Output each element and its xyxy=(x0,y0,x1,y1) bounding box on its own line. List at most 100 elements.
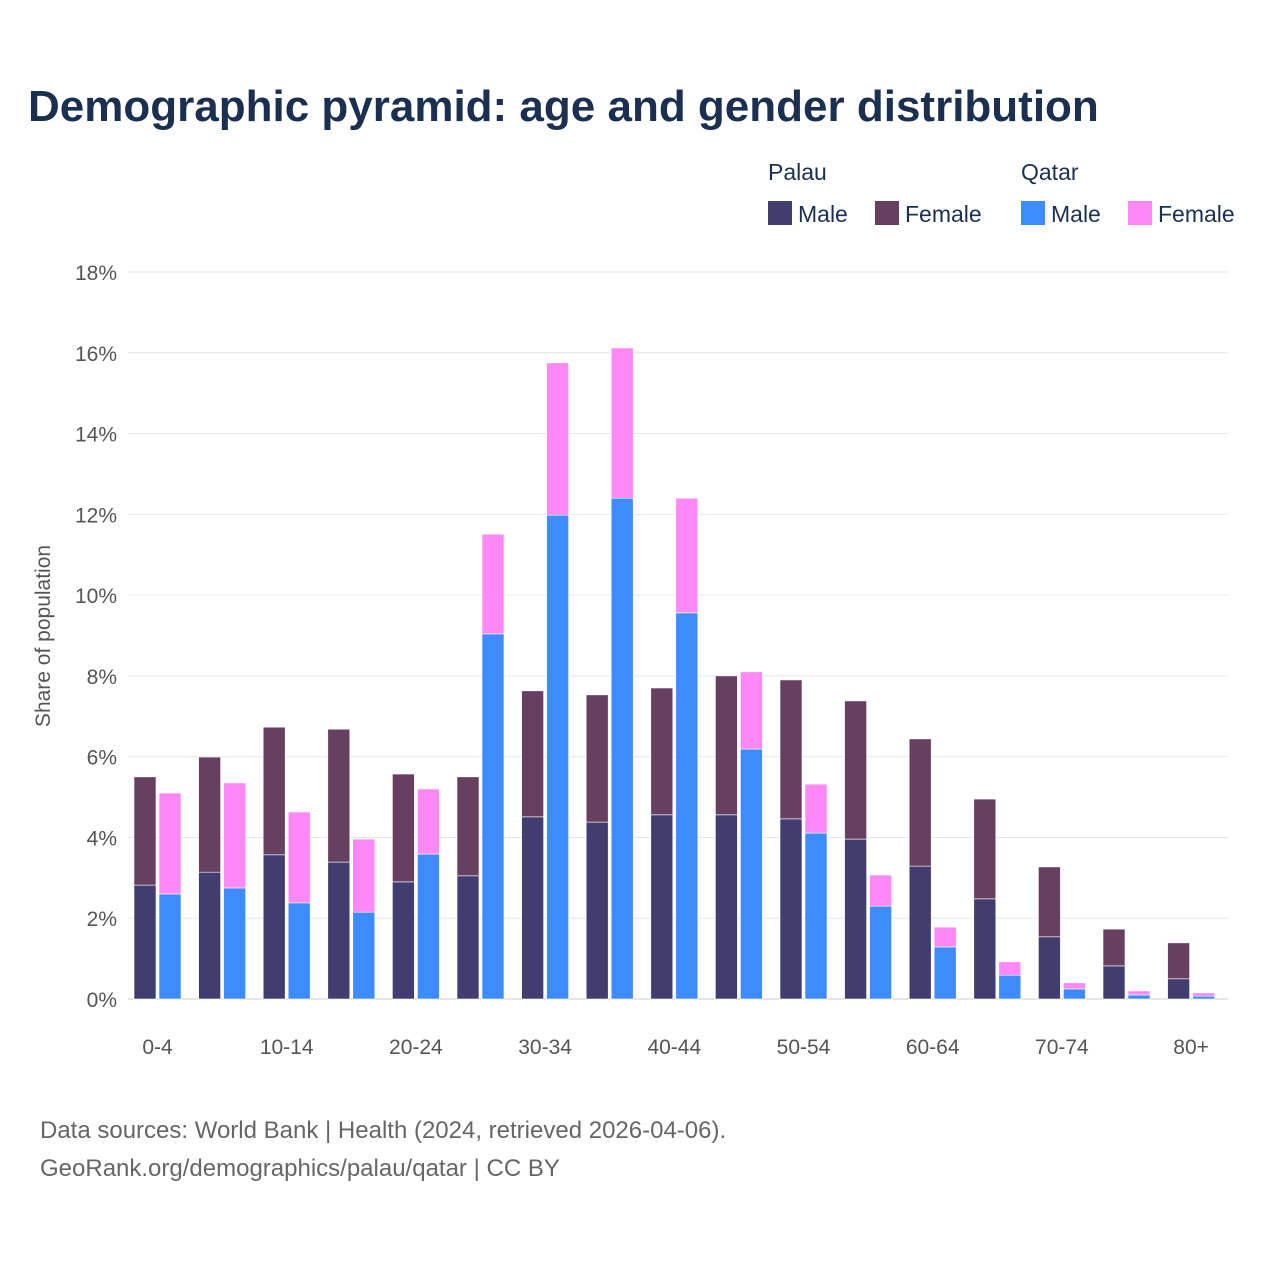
bar-qatar-female-25-29 xyxy=(481,533,505,635)
bar-qatar-female-10-14 xyxy=(287,811,311,904)
bar-palau-female-60-64 xyxy=(908,738,932,867)
bar-palau-male-25-29 xyxy=(456,875,480,1000)
y-axis-label: Share of population xyxy=(32,545,55,727)
bar-palau-female-30-34 xyxy=(521,690,544,818)
bar-palau-female-55-59 xyxy=(844,700,867,840)
legend-swatch xyxy=(1021,201,1045,225)
bar-palau-male-5-9 xyxy=(198,871,221,1000)
bar-palau-female-0-4 xyxy=(133,776,157,886)
x-tick-label: 40-44 xyxy=(647,1036,701,1059)
y-tick-label: 0% xyxy=(87,989,117,1012)
bar-qatar-female-20-24 xyxy=(417,788,440,855)
y-tick-label: 8% xyxy=(87,666,117,689)
bar-palau-male-65-69 xyxy=(973,898,997,1000)
bar-qatar-male-0-4 xyxy=(158,893,182,1000)
x-tick-label: 0-4 xyxy=(142,1036,173,1059)
bar-palau-male-45-49 xyxy=(715,814,738,1000)
bar-palau-male-0-4 xyxy=(133,884,157,1000)
bar-palau-female-70-74 xyxy=(1038,866,1061,938)
bar-palau-female-45-49 xyxy=(715,675,738,816)
legend-label: Female xyxy=(905,201,982,227)
bar-palau-female-5-9 xyxy=(198,756,221,873)
bar-palau-female-75-79 xyxy=(1102,928,1126,967)
bar-qatar-female-45-49 xyxy=(740,671,763,750)
bar-qatar-male-40-44 xyxy=(675,612,699,1000)
legend-swatch xyxy=(875,201,899,225)
bar-palau-male-10-14 xyxy=(262,854,286,1000)
bar-palau-male-75-79 xyxy=(1102,965,1126,1000)
legend-swatch xyxy=(1128,201,1152,225)
bar-qatar-male-5-9 xyxy=(223,887,246,1000)
bar-qatar-female-40-44 xyxy=(675,497,699,614)
bar-qatar-male-20-24 xyxy=(417,853,440,1000)
bar-qatar-male-45-49 xyxy=(740,748,763,1000)
bar-qatar-male-30-34 xyxy=(546,514,569,1000)
bar-qatar-male-35-39 xyxy=(610,497,634,1000)
y-tick-label: 10% xyxy=(75,585,117,608)
bar-qatar-male-10-14 xyxy=(287,902,311,1000)
bar-palau-male-80+ xyxy=(1167,978,1190,1000)
bar-palau-female-80+ xyxy=(1167,942,1190,980)
bar-palau-male-70-74 xyxy=(1038,936,1061,1000)
x-tick-label: 10-14 xyxy=(260,1036,314,1059)
bar-qatar-male-65-69 xyxy=(998,974,1022,1000)
bar-qatar-male-55-59 xyxy=(869,905,892,1000)
chart-title: Demographic pyramid: age and gender dist… xyxy=(28,82,1099,131)
bar-palau-male-15-19 xyxy=(327,861,351,1000)
y-tick-label: 4% xyxy=(87,827,117,850)
legend: Palau Male Female Qatar Male Female xyxy=(768,159,1235,227)
bar-qatar-male-80+ xyxy=(1192,995,1215,1000)
source-link[interactable]: GeoRank.org/demographics/palau/qatar | C… xyxy=(40,1155,560,1182)
x-tick-label: 70-74 xyxy=(1035,1036,1089,1059)
y-axis-ticks: 0% 2% 4% 6% 8% 10% 12% 14% 16% 18% xyxy=(75,262,117,1012)
y-tick-label: 6% xyxy=(87,747,117,770)
bar-palau-male-30-34 xyxy=(521,816,544,1000)
bar-palau-female-40-44 xyxy=(650,687,674,816)
bar-qatar-female-50-54 xyxy=(804,783,828,834)
bar-palau-female-25-29 xyxy=(456,776,480,877)
x-tick-label: 60-64 xyxy=(906,1036,960,1059)
bar-palau-male-20-24 xyxy=(392,881,415,1000)
bar-qatar-male-60-64 xyxy=(933,946,957,1000)
bar-qatar-female-0-4 xyxy=(158,792,182,895)
bar-palau-male-50-54 xyxy=(779,818,803,1000)
bar-qatar-female-75-79 xyxy=(1127,990,1151,996)
legend-label: Male xyxy=(1051,201,1101,227)
x-tick-label: 80+ xyxy=(1173,1036,1209,1059)
bar-qatar-female-5-9 xyxy=(223,782,246,889)
bar-qatar-male-70-74 xyxy=(1063,988,1086,1000)
y-tick-label: 2% xyxy=(87,908,117,931)
bar-qatar-male-50-54 xyxy=(804,832,828,1000)
bar-palau-female-15-19 xyxy=(327,728,351,863)
bar-qatar-female-30-34 xyxy=(546,362,569,516)
bars xyxy=(133,347,1215,1000)
bar-palau-female-35-39 xyxy=(585,694,609,823)
legend-group-palau: Palau xyxy=(768,159,827,185)
bar-palau-female-10-14 xyxy=(262,726,286,856)
bar-qatar-female-60-64 xyxy=(933,926,957,948)
x-tick-label: 50-54 xyxy=(777,1036,831,1059)
y-tick-label: 14% xyxy=(75,424,117,447)
bar-qatar-female-35-39 xyxy=(610,347,634,499)
bar-qatar-male-25-29 xyxy=(481,633,505,1000)
bar-qatar-male-75-79 xyxy=(1127,994,1151,1000)
bar-palau-male-40-44 xyxy=(650,814,674,1000)
bar-qatar-female-15-19 xyxy=(352,838,376,913)
source-text: Data sources: World Bank | Health (2024,… xyxy=(40,1117,727,1144)
bar-palau-female-20-24 xyxy=(392,773,415,883)
legend-label: Male xyxy=(798,201,848,227)
x-tick-label: 20-24 xyxy=(389,1036,443,1059)
bar-qatar-female-65-69 xyxy=(998,961,1022,976)
bar-qatar-female-80+ xyxy=(1192,992,1215,997)
bar-palau-male-55-59 xyxy=(844,838,867,1000)
legend-swatch xyxy=(768,201,792,225)
x-axis-ticks: 0-4 10-14 20-24 30-34 40-44 50-54 60-64 70-74 80… xyxy=(142,1036,1209,1059)
bar-qatar-female-70-74 xyxy=(1063,982,1086,990)
bar-qatar-female-55-59 xyxy=(869,874,892,907)
y-tick-label: 16% xyxy=(75,343,117,366)
x-tick-label: 30-34 xyxy=(518,1036,572,1059)
legend-label: Female xyxy=(1158,201,1235,227)
bar-palau-male-35-39 xyxy=(585,821,609,1000)
bar-palau-male-60-64 xyxy=(908,865,932,1000)
